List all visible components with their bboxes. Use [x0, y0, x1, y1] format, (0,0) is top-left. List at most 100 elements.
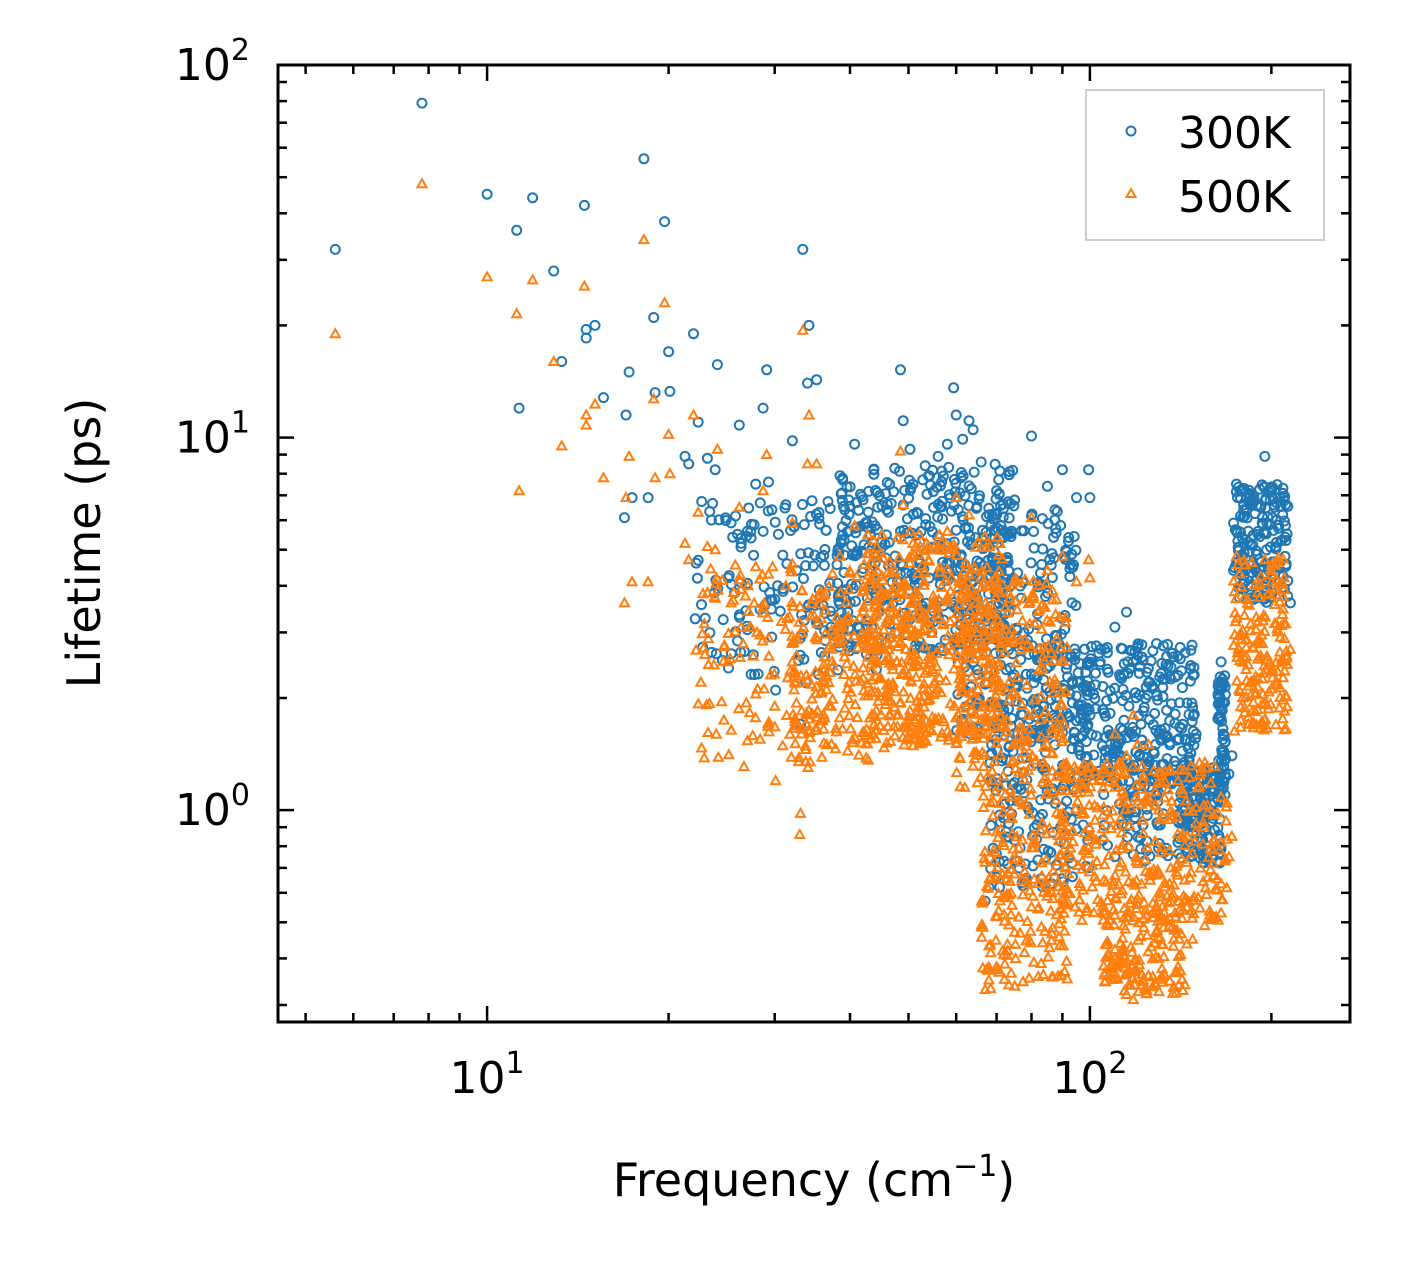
data-point-500k — [1124, 801, 1138, 813]
data-point-300k — [1003, 512, 1015, 524]
data-point-500k — [838, 650, 851, 662]
data-point-500k — [1008, 867, 1021, 879]
data-point-500k — [792, 615, 806, 627]
data-point-500k — [1027, 706, 1040, 718]
data-point-500k — [859, 751, 873, 763]
data-point-300k — [927, 486, 939, 497]
data-point-500k — [990, 910, 1004, 922]
data-point-500k — [1154, 914, 1168, 926]
data-point-500k — [1143, 873, 1157, 885]
data-point-500k — [1012, 841, 1025, 853]
data-point-500k — [1038, 600, 1052, 612]
data-point-500k — [1137, 769, 1150, 781]
data-point-500k — [578, 279, 591, 291]
data-point-500k — [809, 721, 823, 733]
data-point-500k — [848, 519, 861, 531]
y-axis-label: Lifetime (ps) — [57, 398, 111, 689]
data-point-500k — [957, 624, 971, 636]
data-point-300k — [937, 470, 949, 482]
data-point-500k — [967, 632, 981, 644]
data-point-500k — [842, 583, 856, 595]
data-point-500k — [1000, 948, 1014, 960]
data-point-500k — [1098, 975, 1111, 987]
data-point-500k — [1015, 721, 1029, 733]
data-point-500k — [894, 444, 907, 456]
data-point-500k — [909, 539, 923, 551]
data-point-500k — [883, 601, 897, 613]
data-point-300k — [844, 481, 856, 493]
data-point-300k — [1156, 657, 1168, 669]
data-point-500k — [972, 693, 985, 705]
data-point-500k — [840, 595, 853, 607]
data-point-500k — [916, 716, 929, 728]
data-point-300k — [999, 608, 1011, 620]
data-point-500k — [1247, 641, 1260, 653]
data-point-500k — [1154, 887, 1167, 899]
data-point-300k — [1117, 643, 1128, 655]
data-point-300k — [1034, 726, 1046, 738]
data-point-500k — [1139, 864, 1152, 876]
series-500k — [329, 177, 1297, 1005]
data-point-500k — [1096, 822, 1109, 834]
data-point-500k — [1083, 798, 1096, 810]
data-point-500k — [1126, 760, 1140, 772]
data-point-500k — [1177, 763, 1190, 775]
data-point-500k — [989, 933, 1003, 945]
data-point-500k — [1157, 950, 1171, 962]
data-point-500k — [988, 785, 1002, 797]
data-point-300k — [983, 509, 995, 521]
data-point-500k — [825, 654, 839, 666]
data-point-300k — [1160, 731, 1172, 743]
data-point-300k — [1266, 512, 1278, 524]
data-point-500k — [874, 546, 888, 558]
data-point-500k — [992, 656, 1006, 668]
data-point-300k — [1016, 525, 1027, 537]
data-point-500k — [980, 727, 994, 739]
data-point-500k — [1193, 756, 1206, 768]
data-point-500k — [1013, 793, 1027, 805]
data-point-500k — [1157, 967, 1171, 979]
data-point-300k — [1202, 779, 1214, 791]
data-point-500k — [1077, 806, 1091, 818]
data-point-500k — [1183, 871, 1197, 883]
data-point-500k — [811, 704, 824, 716]
data-point-300k — [1061, 795, 1073, 807]
data-point-500k — [1000, 685, 1014, 697]
x-axis-label-end: ) — [997, 1153, 1015, 1207]
data-point-500k — [729, 558, 742, 570]
data-point-300k — [1025, 557, 1037, 569]
data-point-500k — [1172, 978, 1186, 990]
data-point-500k — [1047, 654, 1061, 666]
data-point-300k — [1217, 696, 1229, 708]
data-point-500k — [1136, 975, 1150, 987]
data-point-500k — [761, 610, 774, 622]
data-point-300k — [1164, 715, 1176, 727]
data-point-500k — [1150, 899, 1163, 911]
data-point-500k — [1271, 625, 1284, 637]
data-point-500k — [977, 893, 990, 905]
data-point-300k — [1017, 697, 1028, 709]
data-point-500k — [1117, 794, 1130, 806]
data-point-500k — [1054, 699, 1068, 711]
data-point-500k — [813, 597, 827, 609]
data-point-500k — [1154, 845, 1167, 857]
data-point-500k — [1093, 772, 1106, 784]
data-point-500k — [998, 972, 1011, 984]
data-point-500k — [1045, 583, 1059, 595]
data-point-300k — [1081, 685, 1093, 696]
data-point-500k — [786, 634, 799, 646]
data-point-500k — [877, 623, 891, 635]
data-point-500k — [1108, 959, 1121, 971]
data-point-500k — [1164, 804, 1177, 816]
data-point-500k — [658, 296, 671, 308]
data-point-500k — [762, 649, 776, 661]
data-point-500k — [973, 727, 987, 739]
data-point-500k — [1176, 786, 1189, 798]
data-point-500k — [930, 608, 944, 620]
data-point-500k — [1083, 571, 1097, 583]
data-point-500k — [911, 566, 925, 578]
data-point-500k — [1046, 746, 1059, 758]
data-point-500k — [1035, 869, 1049, 881]
data-point-500k — [1041, 775, 1055, 787]
data-point-500k — [780, 612, 794, 624]
